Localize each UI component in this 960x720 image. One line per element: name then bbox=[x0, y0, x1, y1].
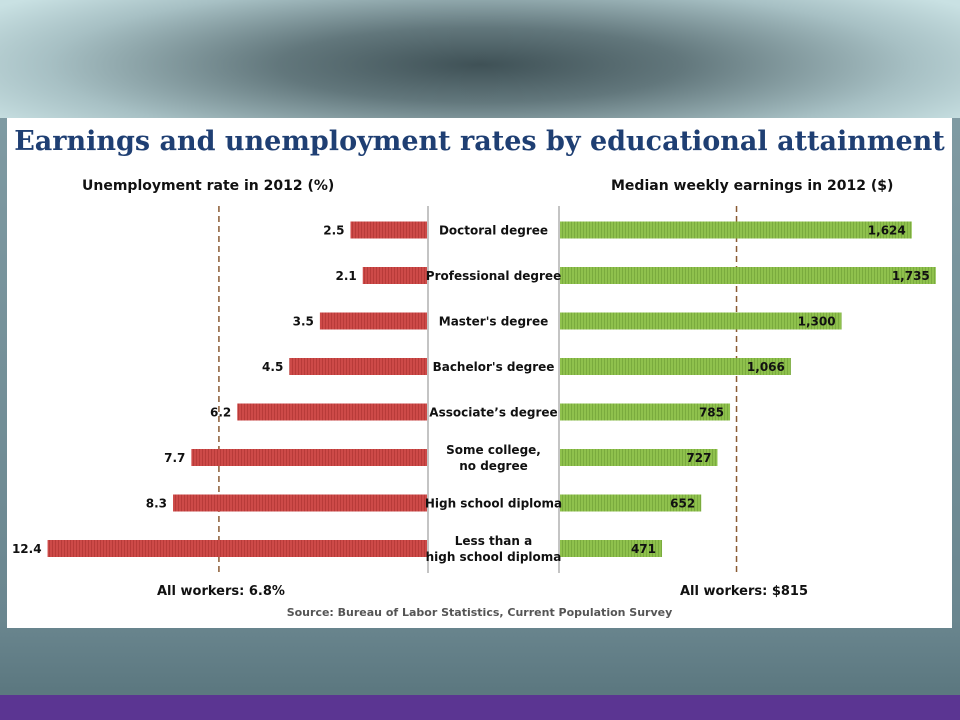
earnings-bar bbox=[560, 358, 791, 375]
earnings-value-label: 1,300 bbox=[798, 315, 836, 329]
unemployment-axis-title: Unemployment rate in 2012 (%) bbox=[82, 178, 335, 194]
slide-top-gradient bbox=[0, 0, 960, 118]
slide-footer-band bbox=[0, 695, 960, 720]
chart-title: Earnings and unemployment rates by educa… bbox=[14, 126, 945, 157]
unemployment-bar bbox=[237, 403, 427, 421]
unemployment-bar bbox=[350, 221, 427, 239]
unemployment-value-label: 12.4 bbox=[12, 542, 42, 556]
unemployment-value-label: 4.5 bbox=[262, 360, 283, 374]
unemployment-value-label: 2.5 bbox=[323, 224, 344, 238]
category-label: Less than a bbox=[455, 534, 532, 548]
earnings-bar bbox=[560, 494, 702, 512]
butterfly-bar-chart: 2.5 1,624 Doctoral degree 2.1 1,735 Professio… bbox=[12, 206, 936, 573]
earnings-reference-label: All workers: $815 bbox=[680, 584, 809, 599]
unemployment-reference-label: All workers: 6.8% bbox=[157, 584, 285, 599]
unemployment-value-label: 3.5 bbox=[293, 315, 314, 329]
unemployment-value-label: 8.3 bbox=[146, 497, 167, 511]
chart-panel: Earnings and unemployment rates by educa… bbox=[7, 118, 952, 628]
earnings-value-label: 471 bbox=[631, 542, 656, 556]
category-label: high school diploma bbox=[426, 550, 562, 564]
earnings-bar bbox=[560, 403, 731, 421]
unemployment-bar bbox=[191, 449, 427, 466]
earnings-axis-title: Median weekly earnings in 2012 ($) bbox=[611, 178, 894, 194]
unemployment-bar bbox=[173, 494, 427, 512]
source-note: Source: Bureau of Labor Statistics, Curr… bbox=[286, 606, 673, 619]
category-label: Master's degree bbox=[439, 315, 548, 329]
earnings-value-label: 1,624 bbox=[868, 224, 906, 238]
category-label: High school diploma bbox=[425, 497, 562, 511]
earnings-bar bbox=[560, 449, 718, 466]
earnings-value-label: 1,066 bbox=[747, 360, 785, 374]
earnings-bar bbox=[560, 540, 663, 557]
earnings-value-label: 652 bbox=[670, 497, 695, 511]
unemployment-value-label: 2.1 bbox=[335, 269, 356, 283]
unemployment-bar bbox=[289, 358, 427, 375]
earnings-value-label: 1,735 bbox=[892, 269, 930, 283]
unemployment-bar bbox=[362, 267, 427, 284]
unemployment-bar bbox=[319, 312, 427, 330]
category-label: no degree bbox=[459, 459, 527, 473]
category-label: Some college, bbox=[446, 443, 541, 457]
unemployment-value-label: 7.7 bbox=[164, 451, 185, 465]
unemployment-value-label: 6.2 bbox=[210, 406, 231, 420]
category-label: Professional degree bbox=[426, 269, 561, 283]
category-label: Doctoral degree bbox=[439, 224, 548, 238]
earnings-bar bbox=[560, 221, 912, 239]
earnings-value-label: 727 bbox=[686, 451, 711, 465]
earnings-bar bbox=[560, 312, 842, 330]
category-label: Bachelor's degree bbox=[433, 360, 555, 374]
category-label: Associate’s degree bbox=[429, 406, 557, 420]
earnings-value-label: 785 bbox=[699, 406, 724, 420]
unemployment-bar bbox=[47, 540, 428, 557]
earnings-bar bbox=[560, 267, 936, 284]
